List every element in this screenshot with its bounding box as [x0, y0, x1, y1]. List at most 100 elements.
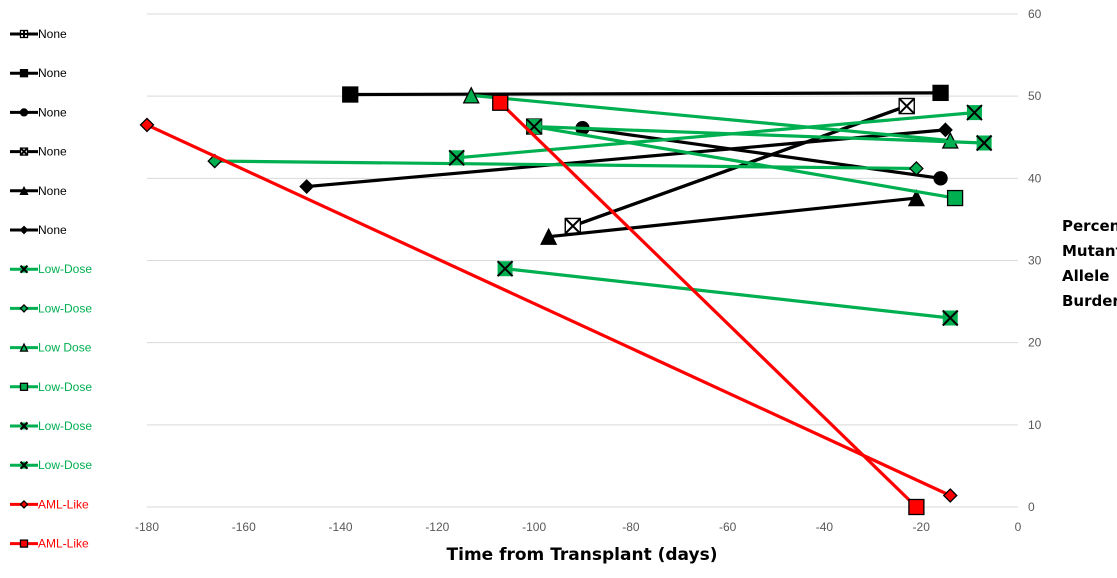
legend-label: Low-Dose: [38, 380, 92, 394]
data-point: [540, 227, 558, 245]
data-point: [932, 84, 949, 102]
x-tick-label: 0: [1015, 520, 1022, 534]
series-10: [448, 104, 983, 166]
series-6: [496, 260, 959, 327]
legend-label: Low-Dose: [38, 458, 92, 472]
y-axis-title-line: Mutant: [1062, 242, 1117, 260]
series-layer: [139, 84, 993, 516]
y-tick-label: 20: [1028, 336, 1042, 350]
axes: 0 10 20 30 40 50 60 -180 -160 -140 -120 -100 -80 -60 -…: [135, 7, 1042, 534]
legend-marker: [19, 499, 29, 509]
y-tick-label: 10: [1028, 418, 1042, 432]
x-tick-label: -140: [329, 520, 353, 534]
legend-marker: [19, 29, 29, 39]
data-point: [342, 86, 359, 103]
legend-marker: [19, 460, 29, 470]
legend-item: Low-Dose: [10, 262, 92, 276]
data-point: [907, 189, 925, 207]
legend-item: None: [10, 66, 67, 80]
legend-item: AML-Like: [10, 537, 89, 551]
y-tick-label: 60: [1028, 7, 1042, 21]
y-axis-title-line: Allele: [1062, 267, 1109, 285]
data-point: [942, 488, 958, 503]
series-line: [348, 91, 943, 97]
x-tick-label: -180: [135, 520, 159, 534]
data-point: [299, 179, 315, 194]
data-point: [496, 260, 514, 277]
legend-marker: [19, 185, 29, 195]
legend-marker: [19, 342, 29, 352]
data-point: [946, 189, 964, 207]
legend-marker: [19, 69, 29, 78]
legend-marker: [19, 382, 29, 391]
legend-label: None: [38, 66, 67, 80]
data-point: [448, 149, 465, 166]
series-12: [139, 117, 958, 503]
legend-item: Low-Dose: [10, 458, 92, 472]
legend-item: None: [10, 105, 67, 119]
x-tick-label: -80: [622, 520, 640, 534]
x-tick-label: -40: [816, 520, 834, 534]
data-point: [937, 122, 953, 138]
legend-item: Low-Dose: [10, 419, 92, 433]
series-line: [455, 110, 977, 160]
series-4: [540, 189, 925, 245]
series-line: [469, 93, 952, 143]
y-axis-title-line: Percent: [1062, 217, 1117, 235]
legend-item: None: [10, 184, 67, 198]
legend-item: None: [10, 27, 67, 41]
data-point: [933, 171, 948, 186]
series-line: [305, 128, 948, 189]
series-line: [498, 101, 918, 509]
y-tick-label: 30: [1028, 254, 1042, 268]
legend-label: AML-Like: [38, 497, 89, 511]
x-tick-label: -60: [719, 520, 737, 534]
data-point: [492, 94, 509, 111]
series-5: [299, 122, 953, 194]
legend: None None None None None None Low-Dose Low-Dose…: [10, 27, 92, 551]
data-point: [898, 97, 915, 115]
legend-marker: [19, 539, 29, 548]
y-tick-label: 50: [1028, 89, 1042, 103]
legend-label: AML-Like: [38, 537, 89, 551]
x-tick-label: -20: [913, 520, 931, 534]
legend-item: None: [10, 145, 67, 159]
data-point: [966, 104, 983, 121]
legend-label: Low-Dose: [38, 262, 92, 276]
legend-marker: [19, 264, 29, 274]
legend-label: Low Dose: [38, 341, 92, 355]
x-axis-title: Time from Transplant (days): [447, 545, 718, 565]
series-line: [547, 196, 918, 239]
y-axis-title-line: Burden: [1062, 292, 1117, 310]
y-tick-label: 0: [1028, 500, 1035, 514]
gridlines: [147, 13, 1018, 508]
legend-label: Low-Dose: [38, 301, 92, 315]
x-tick-label: -160: [232, 520, 256, 534]
y-axis-title: Percent Mutant Allele Burden: [1062, 217, 1117, 310]
legend-label: None: [38, 223, 67, 237]
legend-item: None: [10, 223, 67, 237]
series-line: [532, 124, 957, 200]
data-point: [139, 117, 155, 133]
legend-item: Low Dose: [10, 341, 92, 355]
legend-label: None: [38, 105, 67, 119]
series-line: [532, 124, 986, 145]
legend-marker: [19, 108, 29, 117]
legend-label: None: [38, 184, 67, 198]
series-1: [342, 84, 949, 103]
data-point: [564, 217, 582, 235]
legend-item: Low-Dose: [10, 380, 92, 394]
data-point: [908, 161, 924, 176]
series-line: [503, 267, 952, 320]
legend-label: None: [38, 145, 67, 159]
legend-item: AML-Like: [10, 497, 89, 511]
data-point: [942, 309, 959, 327]
legend-label: None: [38, 27, 67, 41]
series-line: [580, 126, 943, 180]
legend-marker: [19, 225, 29, 235]
series-13: [492, 94, 925, 516]
legend-label: Low-Dose: [38, 419, 92, 433]
data-point: [975, 134, 993, 152]
x-tick-label: -100: [522, 520, 546, 534]
